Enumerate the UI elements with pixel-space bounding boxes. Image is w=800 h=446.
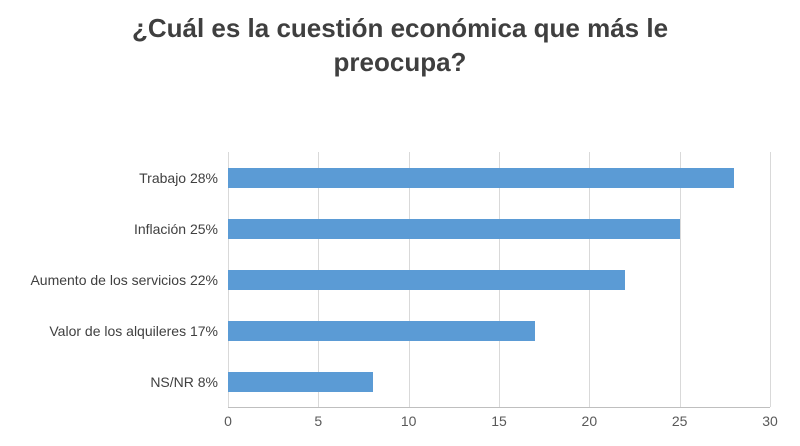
bar	[228, 270, 626, 290]
category-label: Inflación 25%	[133, 220, 218, 237]
bar	[228, 167, 734, 188]
x-tick-label: 15	[491, 413, 507, 429]
bar-row: Aumento de los servicios 22%	[0, 254, 770, 305]
bar	[228, 321, 536, 342]
bar-track	[228, 270, 770, 290]
category-label: NS/NR 8%	[150, 374, 218, 391]
bar	[228, 218, 680, 239]
bar-row: Trabajo 28%	[0, 152, 770, 203]
bar-track	[228, 321, 770, 342]
bar	[228, 372, 373, 393]
x-tick-label: 5	[314, 413, 323, 429]
bar-row: Valor de los alquileres 17%	[0, 306, 770, 357]
x-axis: 0 5 10 15 20 25 30	[224, 411, 778, 435]
gridline	[770, 152, 771, 407]
chart-title: ¿Cuál es la cuestión económica que más l…	[131, 13, 669, 77]
bar-chart: ¿Cuál es la cuestión económica que más l…	[0, 12, 800, 446]
bar-track	[228, 372, 770, 393]
bar-rows: Trabajo 28% Inflación 25% Aumento de los s…	[0, 152, 770, 408]
bar-row: Inflación 25%	[0, 203, 770, 254]
category-label: Valor de los alquileres 17%	[49, 323, 218, 340]
bar-row: NS/NR 8%	[0, 357, 770, 408]
category-label: Trabajo 28%	[139, 169, 218, 186]
bar-track	[228, 167, 770, 188]
category-label: Aumento de los servicios 22%	[30, 272, 218, 288]
plot-area: Trabajo 28% Inflación 25% Aumento de los s…	[0, 152, 771, 408]
x-tick-label: 0	[224, 413, 232, 429]
x-tick-label: 25	[671, 413, 688, 429]
x-tick-label: 30	[762, 413, 778, 429]
x-tick-label: 20	[581, 413, 598, 429]
bar-track	[228, 218, 770, 239]
gridline	[679, 152, 681, 407]
x-tick-label: 10	[400, 413, 417, 429]
